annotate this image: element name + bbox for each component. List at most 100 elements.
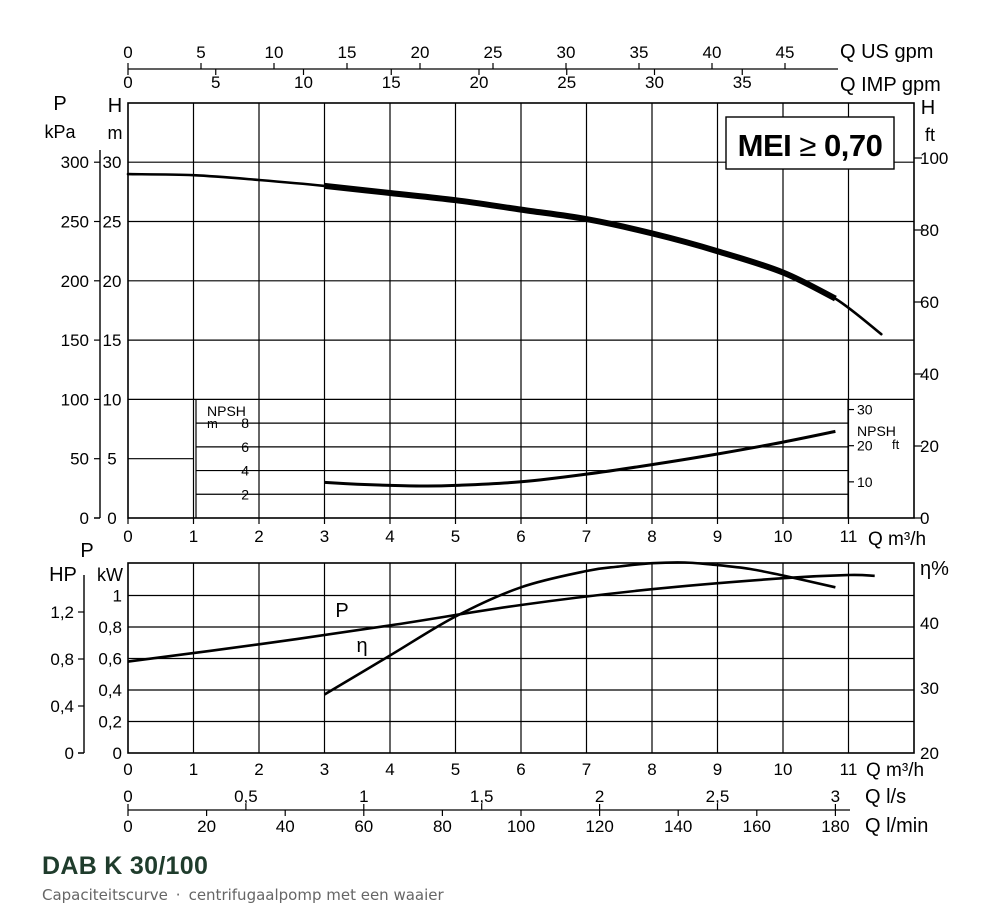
npsh-m-unit: m [207,416,218,431]
mei-badge-frame [725,116,895,170]
ft-tick-label: 60 [920,293,939,312]
kpa-tick-label: 0 [80,509,89,528]
us-gpm-tick-label: 45 [776,43,795,62]
x-axis-label-top: Q m³/h [868,529,926,550]
kpa-tick-label: 300 [61,153,89,172]
hp-tick-label: 0 [65,744,74,763]
eff-label: η% [920,558,949,580]
ls-tick-label: 0 [123,787,132,806]
lmin-axis-label: Q l/min [865,815,928,837]
x-tick-label-bottom: 11 [840,760,858,779]
npsh-ft-tick-label: 20 [857,438,873,454]
x-tick-label-bottom: 1 [189,760,198,779]
ft-tick-label: 40 [920,365,939,384]
ft-tick-label: 80 [920,221,939,240]
power-curve [127,573,875,663]
ft-tick-label: 100 [920,149,948,168]
imp-gpm-tick-label: 30 [645,73,664,92]
h-m-tick-label: 0 [107,509,116,528]
x-tick-label: 10 [774,527,793,546]
top-axes: 051015202530050100150200250300PkPaHm0204… [44,41,948,550]
x-tick-label: 11 [840,527,858,546]
lmin-tick-label: 60 [354,817,373,836]
imp-gpm-tick-label: 20 [470,73,489,92]
efficiency-curve [323,561,836,696]
h-m-tick-label: 10 [103,390,122,409]
x-tick-label: 5 [451,527,460,546]
x-tick-label: 1 [189,527,198,546]
lmin-tick-label: 40 [276,817,295,836]
ls-tick-label: 2 [595,787,604,806]
npsh-ft-tick-label: 30 [857,402,873,418]
kw-tick-label: 0,2 [98,713,122,732]
hp-tick-label: 0,4 [50,697,74,716]
lmin-tick-label: 120 [585,817,613,836]
bottom-curves: Pη [127,561,875,696]
efficiency-curve-label: η [356,635,367,657]
ls-tick-label: 1,5 [470,787,494,806]
x-tick-label: 0 [123,527,132,546]
x-tick-label: 8 [647,527,656,546]
ls-tick-label: 2,5 [706,787,730,806]
bottom-grid [128,563,914,753]
lmin-tick-label: 160 [743,817,771,836]
imp-gpm-tick-label: 15 [382,73,401,92]
x-tick-label-bottom: 4 [385,760,394,779]
mei-badge-text: MEI ≥ 0,70 [738,128,883,163]
lmin-tick-label: 180 [821,817,849,836]
npsh-m-tick-label: 2 [241,486,249,502]
top-grid [128,103,914,518]
ls-axis-label: Q l/s [865,786,906,808]
h-label-left: H [108,95,122,117]
kpa-tick-label: 250 [61,213,89,232]
h-m-tick-label: 15 [103,331,122,350]
npsh-m-tick-label: 4 [241,463,249,479]
kw-tick-label: 0,6 [98,650,122,669]
x-tick-label-bottom: 3 [320,760,329,779]
h-m-tick-label: 20 [103,272,122,291]
kpa-tick-label: 150 [61,331,89,350]
caption-subtitle-left: Capaciteitscurve [42,886,168,904]
h-m-tick-label: 5 [107,450,116,469]
ft-unit-label: ft [925,125,935,145]
pump-curve-chart: 051015202530050100150200250300PkPaHm0204… [44,41,949,837]
x-axis-label-bottom: Q m³/h [866,760,924,781]
npsh-m-title: NPSH [207,403,246,419]
x-tick-label-bottom: 7 [582,760,591,779]
kw-tick-label: 0,8 [98,618,122,637]
hp-label: HP [49,564,77,586]
mei-symbol: ≥ [799,128,816,163]
top-curves [126,172,883,488]
x-tick-label-bottom: 2 [254,760,263,779]
mei-value: 0,70 [816,128,882,163]
kw-tick-label: 0 [113,744,122,763]
caption-separator: · [175,886,181,904]
mei-badge: MEI ≥ 0,70 [725,116,895,170]
caption-subtitle-right: centrifugaalpomp met een waaier [188,886,444,904]
x-tick-label: 9 [713,527,722,546]
x-tick-label-bottom: 5 [451,760,460,779]
kw-unit-label: kW [97,565,123,585]
pump-model-title: DAB K 30/100 [42,852,209,880]
bottom-panel-frame [127,562,915,754]
kpa-tick-label: 50 [70,450,89,469]
us-gpm-tick-label: 35 [630,43,649,62]
ls-tick-label: 1 [359,787,368,806]
lmin-tick-label: 100 [507,817,535,836]
x-tick-label-bottom: 9 [713,760,722,779]
npsh-ft-unit: ft [892,437,900,452]
lmin-tick-label: 140 [664,817,692,836]
us-gpm-tick-label: 20 [411,43,430,62]
eff-tick-label: 40 [920,614,939,633]
imp-gpm-tick-label: 10 [294,73,313,92]
ls-tick-label: 0,5 [234,787,258,806]
h-unit-label-left: m [108,123,123,143]
npsh-ft-tick-label: 10 [857,474,873,490]
lmin-tick-label: 20 [197,817,216,836]
x-tick-label-bottom: 8 [647,760,656,779]
us-gpm-tick-label: 10 [265,43,284,62]
p-label: P [53,93,66,115]
x-tick-label: 3 [320,527,329,546]
